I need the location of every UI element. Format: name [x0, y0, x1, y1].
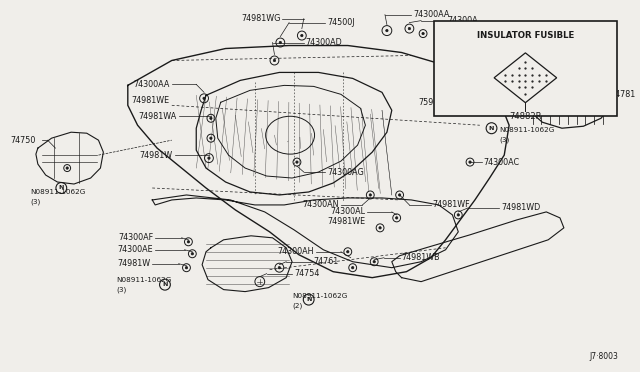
Text: 74300J: 74300J: [482, 48, 509, 57]
Circle shape: [396, 217, 398, 219]
Text: 74750: 74750: [10, 136, 36, 145]
Circle shape: [273, 59, 276, 62]
Text: (3): (3): [116, 286, 126, 293]
Text: N: N: [306, 297, 312, 302]
Circle shape: [208, 157, 210, 159]
Circle shape: [379, 227, 381, 229]
Circle shape: [440, 64, 442, 67]
Text: 74761: 74761: [314, 257, 339, 266]
Text: 74300AF: 74300AF: [118, 233, 153, 242]
Circle shape: [203, 97, 205, 100]
Text: N: N: [59, 186, 64, 190]
Text: 74300AL: 74300AL: [330, 208, 365, 217]
Circle shape: [386, 29, 388, 32]
Circle shape: [279, 41, 282, 44]
Text: (2): (2): [292, 302, 302, 309]
Text: 74981W: 74981W: [117, 259, 150, 268]
Text: 74300AD: 74300AD: [306, 38, 342, 47]
Text: 74300AG: 74300AG: [327, 167, 364, 177]
Text: 74981WD: 74981WD: [501, 203, 541, 212]
Circle shape: [408, 28, 411, 30]
Text: 74300AC: 74300AC: [484, 158, 520, 167]
Text: 74300AN: 74300AN: [303, 201, 339, 209]
Text: 74500J: 74500J: [327, 18, 355, 27]
Text: 74981WG: 74981WG: [241, 14, 280, 23]
Text: N08911-1062G: N08911-1062G: [116, 277, 172, 283]
Text: 74981WE: 74981WE: [132, 96, 170, 105]
Text: 75960E: 75960E: [418, 98, 449, 107]
Text: (3): (3): [499, 137, 509, 144]
Text: 74981W: 74981W: [140, 151, 173, 160]
Circle shape: [301, 34, 303, 37]
Text: 74300A: 74300A: [447, 16, 478, 25]
Text: 74300AE: 74300AE: [118, 245, 153, 254]
Circle shape: [457, 214, 460, 216]
Text: 74300AA: 74300AA: [413, 10, 450, 19]
Text: N: N: [163, 282, 168, 287]
Text: N08911-1062G: N08911-1062G: [30, 189, 85, 195]
Circle shape: [210, 137, 212, 140]
Text: 74300AH: 74300AH: [277, 247, 314, 256]
Circle shape: [467, 87, 469, 90]
Bar: [434, 21, 617, 116]
Circle shape: [347, 251, 349, 253]
Text: N: N: [489, 126, 494, 131]
Text: 74981WF: 74981WF: [433, 201, 470, 209]
Circle shape: [373, 260, 376, 263]
Text: 74300AA: 74300AA: [134, 80, 170, 89]
Circle shape: [422, 32, 424, 35]
Circle shape: [369, 194, 371, 196]
Circle shape: [278, 266, 280, 269]
Text: 74981WB: 74981WB: [401, 253, 440, 262]
Circle shape: [469, 161, 471, 163]
Circle shape: [188, 241, 189, 243]
Text: 74981WE: 74981WE: [327, 217, 365, 227]
Circle shape: [351, 266, 354, 269]
Circle shape: [210, 117, 212, 119]
Text: 74981WA: 74981WA: [138, 112, 177, 121]
Text: 74781: 74781: [611, 90, 636, 99]
Text: 74754: 74754: [294, 269, 319, 278]
Circle shape: [296, 161, 298, 163]
Circle shape: [66, 167, 68, 169]
Text: 74300AB: 74300AB: [501, 68, 538, 77]
Text: N08911-1062G: N08911-1062G: [499, 127, 555, 133]
Circle shape: [399, 194, 401, 196]
Text: N08911-1062G: N08911-1062G: [292, 293, 348, 299]
Text: 74882R: 74882R: [509, 112, 541, 121]
Circle shape: [191, 253, 193, 255]
Text: J7·8003: J7·8003: [589, 352, 619, 361]
Text: INSULATOR FUSIBLE: INSULATOR FUSIBLE: [477, 31, 574, 39]
Circle shape: [186, 266, 188, 269]
Text: (3): (3): [30, 199, 40, 205]
